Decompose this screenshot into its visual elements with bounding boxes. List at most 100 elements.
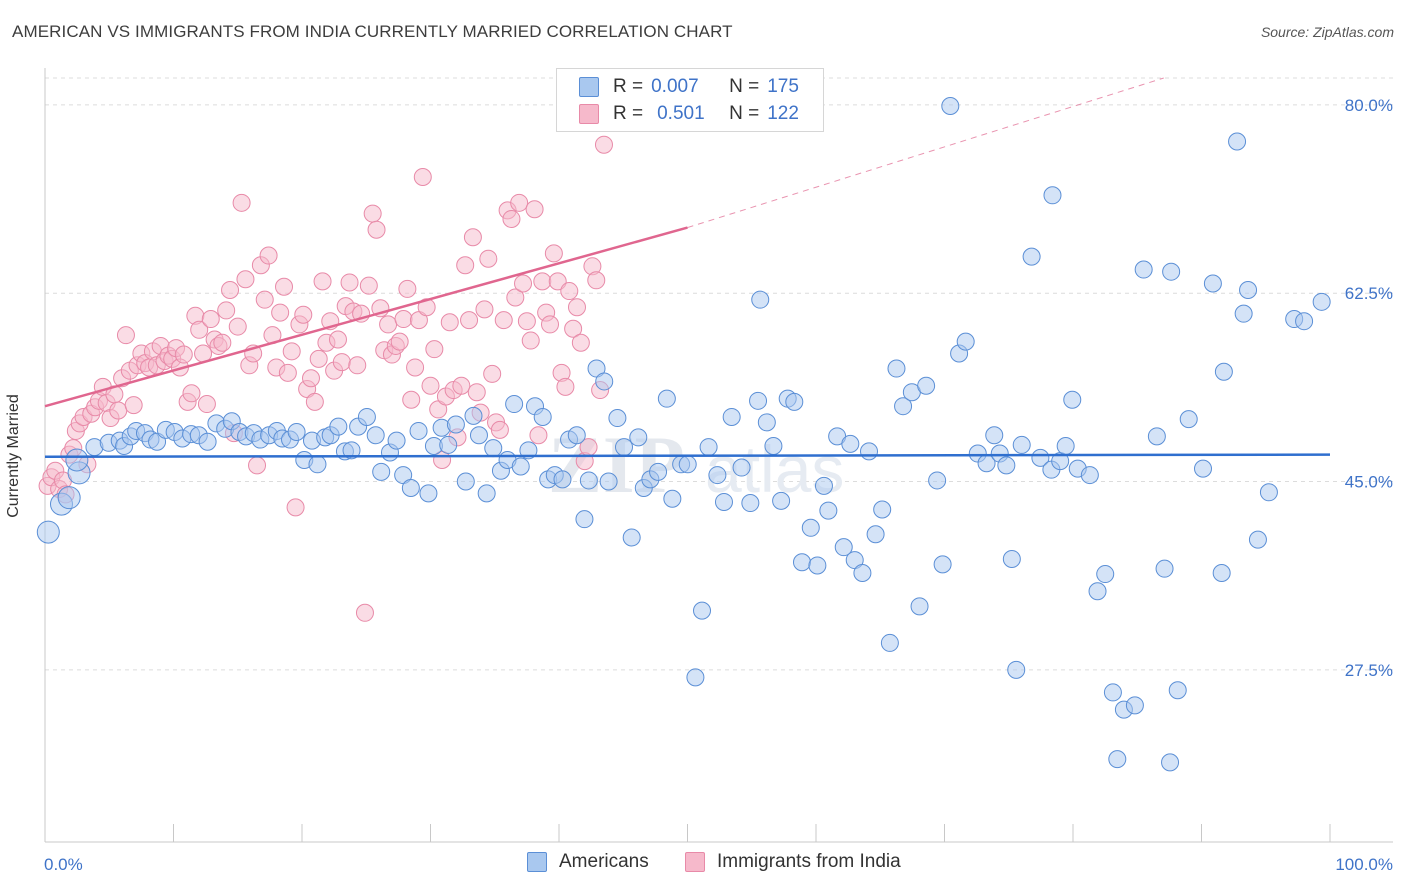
- india-point: [259, 246, 278, 265]
- bottom-legend-americans-label: Americans: [559, 851, 649, 872]
- india-point: [463, 228, 482, 247]
- india-point: [402, 390, 421, 409]
- americans-point: [567, 426, 586, 445]
- americans-point: [764, 437, 783, 456]
- americans-point: [484, 439, 503, 458]
- americans-point: [357, 407, 376, 426]
- india-point: [456, 256, 475, 275]
- india-point: [479, 249, 498, 268]
- americans-point: [553, 470, 572, 489]
- india-point: [475, 300, 494, 319]
- india-point: [313, 272, 332, 291]
- india-point: [556, 377, 575, 396]
- americans-point: [579, 471, 598, 490]
- india-point: [510, 193, 529, 212]
- americans-point: [65, 448, 89, 472]
- india-point: [255, 290, 274, 309]
- india-point: [483, 364, 502, 383]
- india-point: [282, 342, 301, 361]
- legend-r-label: R =: [613, 103, 644, 124]
- americans-point: [622, 528, 641, 547]
- india-point: [417, 298, 436, 317]
- americans-point: [477, 484, 496, 503]
- americans-point: [446, 415, 465, 434]
- americans-point: [1155, 559, 1174, 578]
- india-point: [406, 358, 425, 377]
- bottom-legend-india: Immigrants from India: [685, 851, 901, 873]
- india-swatch: [579, 104, 599, 124]
- americans-point: [1194, 459, 1213, 478]
- india-point: [514, 274, 533, 293]
- legend-r-value: 0.501: [657, 103, 705, 124]
- americans-point: [464, 406, 483, 425]
- americans-point: [1063, 390, 1082, 409]
- americans-point: [732, 458, 751, 477]
- americans-points: [36, 96, 1331, 772]
- americans-point: [928, 471, 947, 490]
- americans-point: [741, 494, 760, 513]
- india-point: [348, 356, 367, 375]
- americans-point: [1108, 750, 1127, 769]
- americans-point: [1259, 483, 1278, 502]
- india-point: [367, 220, 386, 239]
- americans-point: [801, 518, 820, 537]
- india-point: [197, 395, 216, 414]
- americans-point: [722, 407, 741, 426]
- americans-point: [1214, 362, 1233, 381]
- americans-point: [866, 525, 885, 544]
- americans-point: [36, 520, 60, 544]
- india-point: [517, 312, 536, 331]
- americans-point: [308, 455, 327, 474]
- tick-labels: 27.5% 45.0% 62.5% 80.0% 0.0% 100.0%: [44, 96, 1393, 874]
- americans-point: [57, 486, 81, 510]
- americans-swatch: [527, 852, 547, 872]
- americans-point: [1239, 280, 1258, 299]
- legend-n-label: N =: [729, 76, 760, 97]
- americans-point: [342, 441, 361, 460]
- india-point: [294, 305, 313, 324]
- india-point: [594, 135, 613, 154]
- india-point: [571, 333, 590, 352]
- india-point: [355, 603, 374, 622]
- india-point: [467, 383, 486, 402]
- americans-point: [678, 455, 697, 474]
- americans-point: [629, 428, 648, 447]
- trend-lines: [44, 77, 1331, 459]
- y-tick-label: 80.0%: [1345, 96, 1393, 115]
- americans-point: [1043, 186, 1062, 205]
- india-point: [548, 272, 567, 291]
- americans-trend-line: [44, 453, 1331, 459]
- india-point: [213, 333, 232, 352]
- india-point: [394, 310, 413, 329]
- americans-point: [814, 476, 833, 495]
- y-tick-label: 45.0%: [1345, 473, 1393, 492]
- americans-point: [714, 492, 733, 511]
- india-point: [271, 303, 290, 322]
- americans-point: [287, 423, 306, 442]
- americans-point: [1162, 262, 1181, 281]
- americans-point: [1179, 410, 1198, 429]
- americans-point: [917, 376, 936, 395]
- india-point: [425, 340, 444, 359]
- india-point: [567, 298, 586, 317]
- americans-point: [401, 478, 420, 497]
- india-point: [359, 276, 378, 295]
- legend-r-label: R =: [613, 76, 644, 97]
- americans-point: [933, 555, 952, 574]
- americans-point: [511, 457, 530, 476]
- americans-point: [1031, 448, 1050, 467]
- americans-point: [985, 426, 1004, 445]
- americans-point: [751, 290, 770, 309]
- india-point: [525, 200, 544, 219]
- americans-point: [941, 96, 960, 115]
- india-point: [232, 193, 251, 212]
- americans-point: [956, 332, 975, 351]
- americans-point: [880, 633, 899, 652]
- india-point: [228, 317, 247, 336]
- americans-point: [657, 389, 676, 408]
- india-point: [109, 401, 128, 420]
- india-point: [278, 363, 297, 382]
- india-point: [328, 330, 347, 349]
- americans-point: [894, 397, 913, 416]
- india-point: [490, 420, 509, 439]
